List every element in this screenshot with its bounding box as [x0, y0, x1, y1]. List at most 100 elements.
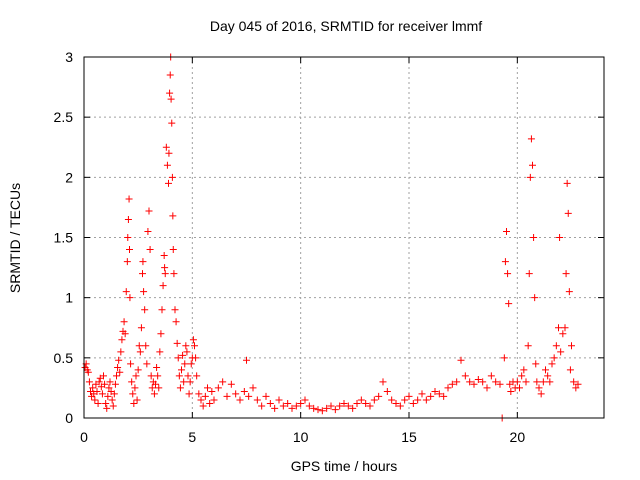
data-point: [344, 402, 352, 410]
data-point: [353, 400, 361, 408]
data-point: [440, 392, 448, 400]
data-point: [548, 360, 556, 368]
data-point: [414, 396, 422, 404]
axis-ticks: 0 5 10 15 20 0 0.5 1 1.5 2 2.5 3: [54, 49, 604, 445]
data-point: [148, 384, 156, 392]
data-point: [503, 227, 510, 235]
x-tick-label: 0: [80, 429, 88, 445]
data-point: [214, 384, 222, 392]
data-point: [327, 402, 335, 410]
data-point: [505, 300, 513, 308]
data-point: [555, 324, 562, 332]
data-point: [219, 378, 227, 386]
data-point: [507, 388, 515, 396]
data-point: [174, 354, 182, 362]
data-point: [461, 372, 469, 380]
data-point: [145, 207, 153, 215]
data-point: [168, 119, 176, 127]
data-point: [105, 384, 113, 392]
data-point: [100, 372, 107, 380]
data-point: [141, 306, 149, 314]
data-point: [136, 348, 144, 356]
data-point: [122, 288, 130, 296]
data-point: [448, 380, 456, 388]
data-point: [431, 388, 439, 396]
data-point: [101, 380, 109, 388]
data-point: [115, 356, 123, 364]
data-point: [529, 161, 536, 169]
data-point: [180, 378, 188, 386]
data-point: [539, 378, 547, 386]
data-point: [128, 378, 136, 386]
data-point: [152, 380, 159, 388]
data-point: [111, 380, 119, 388]
data-point: [500, 354, 508, 362]
data-point: [487, 372, 495, 380]
data-point: [182, 342, 190, 350]
data-point: [183, 348, 191, 356]
data-point: [137, 324, 145, 332]
data-point: [331, 406, 339, 414]
data-point: [197, 396, 205, 404]
data-point: [392, 400, 400, 408]
data-point: [133, 396, 141, 404]
data-point: [187, 360, 195, 368]
data-point: [232, 390, 240, 398]
data-point: [189, 336, 197, 344]
data-point: [444, 384, 452, 392]
data-point: [106, 378, 114, 386]
data-point: [562, 270, 570, 278]
data-point: [314, 406, 322, 414]
data-point: [559, 330, 567, 338]
data-point: [192, 354, 200, 362]
data-point: [236, 396, 244, 404]
data-point: [516, 384, 523, 392]
data-point: [173, 339, 181, 347]
data-point: [166, 89, 174, 97]
data-point: [166, 71, 174, 79]
x-axis-label: GPS time / hours: [291, 458, 398, 474]
data-point: [150, 390, 158, 398]
data-point: [185, 390, 193, 398]
data-point: [453, 378, 461, 386]
data-point: [124, 215, 132, 223]
data-point: [146, 246, 154, 254]
chart-title: Day 045 of 2016, SRMTID for receiver lmm…: [210, 18, 482, 34]
data-point: [533, 378, 541, 386]
data-point: [158, 306, 166, 314]
data-point: [155, 384, 163, 392]
data-point: [227, 380, 235, 388]
data-point: [546, 378, 554, 386]
data-point: [186, 378, 194, 386]
data-point: [305, 402, 313, 410]
data-point: [537, 390, 545, 398]
data-point: [84, 368, 92, 376]
data-point: [565, 288, 573, 296]
data-point: [170, 270, 178, 278]
data-point: [357, 396, 365, 404]
data-point: [422, 396, 430, 404]
data-point: [131, 384, 139, 392]
data-point: [532, 360, 540, 368]
y-tick-label: 1.5: [54, 230, 74, 246]
data-point: [184, 372, 192, 380]
y-tick-label: 0.5: [54, 350, 74, 366]
data-points: [81, 53, 582, 422]
data-point: [169, 212, 177, 220]
data-point: [518, 372, 526, 380]
data-point: [109, 402, 117, 410]
data-point: [279, 402, 287, 410]
y-axis-label: SRMTID / TECUs: [7, 183, 23, 293]
data-point: [504, 270, 512, 278]
data-point: [427, 392, 435, 400]
data-point: [496, 380, 504, 388]
data-point: [513, 378, 521, 386]
data-point: [204, 384, 211, 392]
data-point: [340, 400, 348, 408]
data-point: [572, 384, 580, 392]
data-point: [134, 366, 142, 374]
data-point: [127, 360, 135, 368]
data-point: [323, 404, 331, 412]
data-point: [557, 348, 565, 356]
data-point: [104, 392, 112, 400]
